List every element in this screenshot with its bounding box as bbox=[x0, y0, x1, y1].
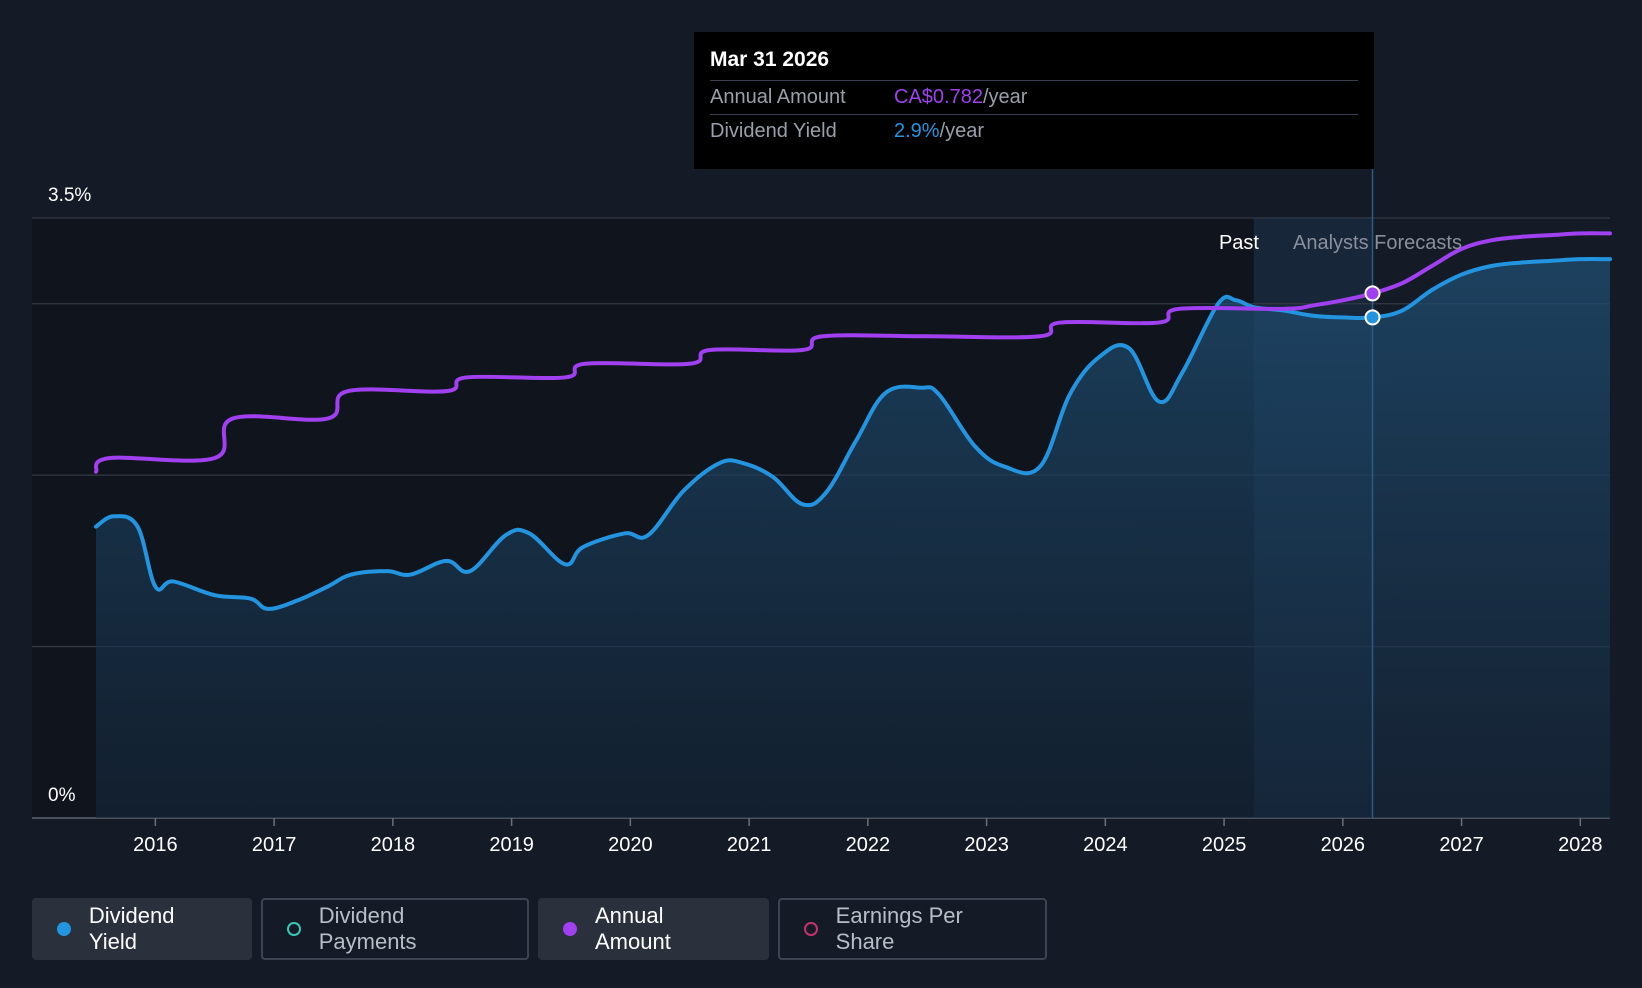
y-axis-top-label: 3.5% bbox=[48, 185, 91, 206]
tooltip-value: CA$0.782 bbox=[894, 86, 983, 108]
x-tick-label: 2018 bbox=[371, 834, 416, 856]
dividend-payments-ring-icon bbox=[287, 922, 301, 936]
annual-amount-highlight-point bbox=[1364, 285, 1381, 302]
tooltip-date: Mar 31 2026 bbox=[710, 48, 830, 71]
tooltip-value: 2.9% bbox=[894, 120, 940, 142]
chart-tooltip: Mar 31 2026 Annual Amount CA$0.782 /year… bbox=[694, 32, 1374, 169]
x-axis-ticks: 2016 2017 2018 2019 2020 2021 2022 2023 2024 2025… bbox=[133, 818, 1603, 856]
x-tick-label: 2019 bbox=[489, 834, 534, 856]
x-tick-label: 2017 bbox=[252, 834, 297, 856]
tooltip-label: Annual Amount bbox=[710, 86, 846, 108]
annual-amount-line bbox=[94, 231, 1612, 474]
legend-dividend-yield-button[interactable]: Dividend Yield bbox=[32, 898, 252, 960]
legend-label: Earnings Per Share bbox=[835, 903, 963, 954]
annual-amount-dot-icon bbox=[563, 922, 577, 936]
x-tick-label: 2025 bbox=[1202, 834, 1247, 856]
legend-label: Dividend Yield bbox=[88, 903, 175, 954]
legend-annual-amount-button[interactable]: Annual Amount bbox=[538, 898, 769, 960]
tooltip-label: Dividend Yield bbox=[710, 120, 837, 142]
x-tick-label: 2024 bbox=[1083, 834, 1128, 856]
x-tick-label: 2027 bbox=[1439, 834, 1484, 856]
legend-label: Dividend Payments bbox=[318, 903, 417, 954]
tooltip-unit: /year bbox=[939, 120, 985, 142]
legend-dividend-payments-button[interactable]: Dividend Payments bbox=[261, 898, 529, 960]
x-tick-label: 2023 bbox=[964, 834, 1009, 856]
tooltip-row-annual-amount: Annual Amount CA$0.782 /year bbox=[710, 80, 1358, 114]
x-tick-label: 2022 bbox=[846, 834, 891, 856]
dividend-yield-highlight-point bbox=[1364, 309, 1381, 326]
x-tick-label: 2016 bbox=[133, 834, 178, 856]
x-tick-label: 2021 bbox=[727, 834, 772, 856]
tooltip-row-dividend-yield: Dividend Yield 2.9% /year bbox=[710, 114, 1358, 148]
legend-earnings-per-share-button[interactable]: Earnings Per Share bbox=[778, 898, 1047, 960]
tooltip-unit: /year bbox=[982, 86, 1028, 108]
x-tick-label: 2026 bbox=[1321, 834, 1366, 856]
earnings-per-share-ring-icon bbox=[804, 922, 818, 936]
dividend-yield-line bbox=[94, 257, 1612, 611]
forecast-region-label: Analysts Forecasts bbox=[1293, 232, 1462, 254]
y-axis-bottom-label: 0% bbox=[48, 785, 76, 806]
x-tick-label: 2020 bbox=[608, 834, 653, 856]
past-region-label: Past bbox=[1219, 232, 1259, 254]
dividend-yield-dot-icon bbox=[57, 922, 71, 936]
chart-legend: Dividend Yield Dividend Payments Annual … bbox=[32, 898, 1047, 960]
x-tick-label: 2028 bbox=[1558, 834, 1603, 856]
legend-label: Annual Amount bbox=[594, 903, 671, 954]
dividend-yield-area bbox=[96, 259, 1610, 818]
